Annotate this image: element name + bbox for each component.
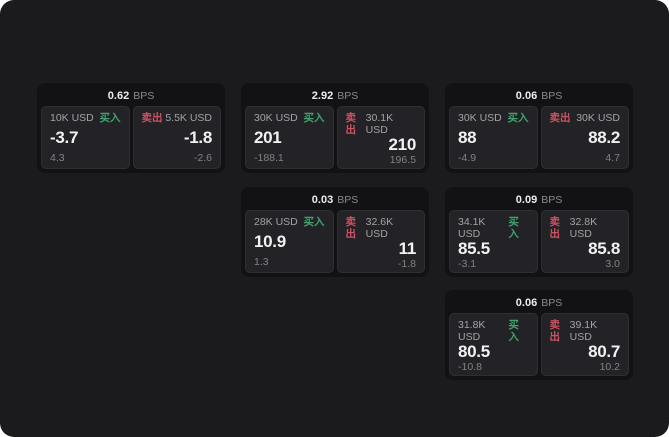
buy-price: -3.7 [50,128,79,147]
spread-header: 2.92 BPS [245,86,425,106]
spread-unit: BPS [133,90,155,102]
sell-panel[interactable]: 卖出 32.8K USD 85.8 3.0 [540,210,629,273]
sell-price: 11 [398,239,417,258]
sell-panel[interactable]: 卖出 32.6K USD 11 -1.8 [336,210,425,273]
spread-unit: BPS [337,194,359,206]
sell-change: 4.7 [605,152,620,164]
buy-panel[interactable]: 34.1K USD 买入 85.5 -3.1 [449,210,538,273]
spread-header: 0.06 BPS [449,86,629,106]
spread-header: 0.06 BPS [449,293,629,313]
buy-panel[interactable]: 28K USD 买入 10.9 1.3 [245,210,334,273]
sell-panel[interactable]: 卖出 5.5K USD -1.8 -2.6 [132,106,221,169]
sell-size: 32.8K USD [569,216,598,240]
spread-header: 0.62 BPS [41,86,221,106]
sell-label: 卖出 [549,112,571,124]
buy-label: 买入 [303,112,325,124]
sell-price: 80.7 [588,342,620,361]
buy-change: -3.1 [458,258,477,270]
sell-label: 卖出 [345,216,357,240]
spread-value: 0.06 [515,90,538,102]
buy-size: 10K USD [50,112,94,124]
buy-price: 10.9 [254,232,286,251]
buy-size: 30K USD [458,112,502,124]
buy-size: 30K USD [254,112,298,124]
spread-unit: BPS [541,297,563,309]
buy-panel[interactable]: 30K USD 买入 88 -4.9 [449,106,538,169]
quote-card: 0.62 BPS 10K USD 买入 -3.7 4.3 卖出 5.5K USD… [37,83,225,173]
buy-price: 80.5 [458,342,490,361]
buy-price: 88 [458,128,477,147]
sell-price: -1.8 [183,128,212,147]
sell-price: 210 [388,135,417,154]
spread-value: 0.09 [515,194,538,206]
sell-panel[interactable]: 卖出 39.1K USD 80.7 10.2 [540,313,629,376]
buy-panel[interactable]: 10K USD 买入 -3.7 4.3 [41,106,130,169]
buy-label: 买入 [508,216,519,240]
sell-label: 卖出 [345,112,357,136]
sell-size: 5.5K USD [165,112,212,124]
sell-change: 196.5 [389,154,416,166]
quote-card: 0.06 BPS 31.8K USD 买入 80.5 -10.8 卖出 39.1… [445,290,633,380]
buy-price: 201 [254,128,282,147]
sell-change: 10.2 [599,361,620,373]
sell-size: 30K USD [576,112,620,124]
buy-change: -4.9 [458,152,477,164]
spread-header: 0.09 BPS [449,190,629,210]
buy-change: 4.3 [50,152,65,164]
spread-value: 0.03 [311,194,334,206]
buy-label: 买入 [99,112,121,124]
sell-label: 卖出 [141,112,163,124]
sell-price: 85.8 [588,239,620,258]
quote-card: 0.09 BPS 34.1K USD 买入 85.5 -3.1 卖出 32.8K… [445,187,633,277]
buy-size: 34.1K USD [458,216,486,240]
sell-change: -1.8 [397,258,416,270]
buy-price: 85.5 [458,239,490,258]
sell-label: 卖出 [549,216,561,240]
spread-value: 0.06 [515,297,538,309]
spread-unit: BPS [541,90,563,102]
spread-value: 0.62 [107,90,130,102]
sell-price: 88.2 [588,128,620,147]
spread-unit: BPS [541,194,563,206]
buy-label: 买入 [303,216,325,228]
buy-change: -188.1 [254,152,284,164]
spread-header: 0.03 BPS [245,190,425,210]
sell-change: -2.6 [193,152,212,164]
sell-size: 32.6K USD [365,216,394,240]
buy-change: 1.3 [254,256,269,268]
buy-size: 31.8K USD [458,319,486,343]
sell-panel[interactable]: 卖出 30.1K USD 210 196.5 [336,106,425,169]
quote-card: 2.92 BPS 30K USD 买入 201 -188.1 卖出 30.1K … [241,83,429,173]
buy-panel[interactable]: 30K USD 买入 201 -188.1 [245,106,334,169]
buy-change: -10.8 [458,361,482,373]
buy-panel[interactable]: 31.8K USD 买入 80.5 -10.8 [449,313,538,376]
spread-value: 2.92 [311,90,334,102]
quote-card: 0.06 BPS 30K USD 买入 88 -4.9 卖出 30K USD 8… [445,83,633,173]
quote-card: 0.03 BPS 28K USD 买入 10.9 1.3 卖出 32.6K US… [241,187,429,277]
buy-label: 买入 [508,319,519,343]
buy-label: 买入 [507,112,529,124]
sell-size: 30.1K USD [365,112,394,136]
sell-panel[interactable]: 卖出 30K USD 88.2 4.7 [540,106,629,169]
spread-unit: BPS [337,90,359,102]
buy-size: 28K USD [254,216,298,228]
sell-label: 卖出 [549,319,561,343]
sell-change: 3.0 [605,258,620,270]
sell-size: 39.1K USD [569,319,598,343]
